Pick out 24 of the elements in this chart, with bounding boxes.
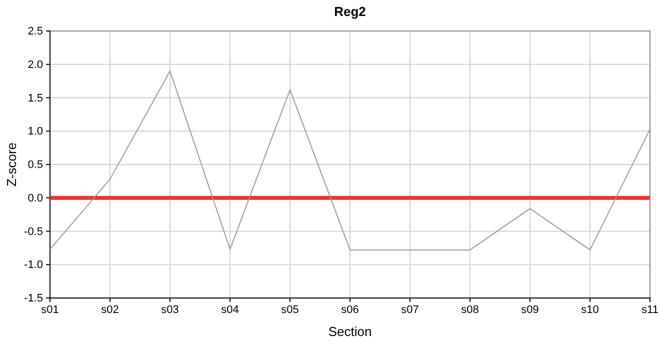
y-tick-label: -0.5: [24, 226, 43, 238]
x-tick-label: s04: [221, 304, 239, 316]
x-tick-label: s07: [401, 304, 419, 316]
x-tick-label: s09: [521, 304, 539, 316]
line-series: [50, 70, 650, 250]
y-tick-label: -1.0: [24, 259, 43, 272]
y-tick-label: 0.0: [28, 192, 43, 204]
x-tick-label: s05: [281, 304, 299, 316]
x-tick-label: s02: [101, 304, 119, 316]
x-axis-title: Section: [328, 324, 372, 339]
x-tick-label: s11: [642, 304, 658, 316]
x-tick-label: s01: [41, 304, 59, 316]
y-axis-title: Z-score: [4, 142, 19, 187]
y-tick-label: 2.0: [28, 58, 43, 71]
y-tick-label: -1.5: [24, 292, 43, 305]
x-tick-label: s03: [161, 304, 179, 316]
y-tick-label: 0.5: [28, 159, 43, 172]
x-tick-label: s06: [341, 304, 359, 316]
x-tick-label: s10: [581, 304, 599, 316]
x-tick-label: s08: [461, 304, 479, 316]
y-tick-label: 1.5: [28, 92, 43, 104]
y-tick-label: 2.5: [28, 26, 43, 38]
y-tick-label: 1.0: [28, 126, 43, 138]
chart-title: Reg2: [334, 4, 366, 19]
